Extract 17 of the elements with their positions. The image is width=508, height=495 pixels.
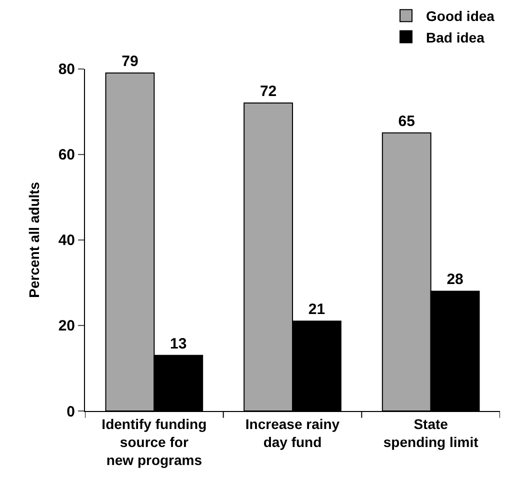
data-label: 72 bbox=[260, 82, 277, 100]
legend-label: Bad idea bbox=[426, 29, 485, 46]
y-tick-label: 60 bbox=[58, 146, 75, 164]
data-label: 65 bbox=[398, 112, 415, 130]
x-tick-label: State spending limit bbox=[383, 416, 479, 450]
legend-label: Good idea bbox=[426, 8, 495, 24]
y-tick-label: 0 bbox=[66, 403, 75, 420]
data-label: 13 bbox=[170, 335, 187, 352]
y-tick-label: 20 bbox=[58, 318, 75, 335]
x-tick-label: Increase rainy day fund bbox=[245, 416, 340, 450]
data-label: 21 bbox=[308, 301, 326, 318]
y-tick-label: 40 bbox=[58, 232, 75, 250]
data-label: 79 bbox=[122, 53, 138, 70]
x-tick-label: Identify funding source for new programs bbox=[102, 416, 207, 468]
y-tick-label: 80 bbox=[58, 61, 75, 78]
data-label: 28 bbox=[446, 271, 464, 288]
y-axis-title: Percent all adults bbox=[26, 182, 42, 298]
